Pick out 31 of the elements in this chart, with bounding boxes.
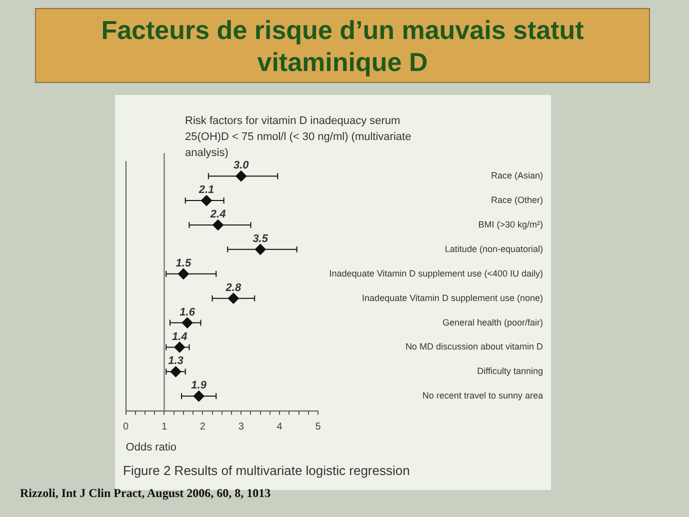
- data-label: 3.5: [252, 232, 269, 245]
- y-tick-label: Race (Other): [490, 195, 543, 206]
- y-tick-label: General health (poor/fair): [442, 317, 543, 328]
- x-tick-label: 1: [161, 422, 168, 433]
- x-tick-label: 3: [238, 422, 244, 433]
- data-label: 1.6: [180, 306, 196, 318]
- chart-subtitle: Risk factors for vitamin D inadequacy serum 25(OH)D < 75 nmol/l (< 30 ng/ml) (multivariate analysis): [185, 114, 412, 160]
- data-label: 3.0: [233, 160, 250, 172]
- y-tick-label: Difficulty tanning: [477, 366, 543, 376]
- y-tick-label: Inadequate Vitamin D supplement use (none): [362, 292, 543, 303]
- x-tick-label: 0: [123, 422, 129, 433]
- chart-title: Facteurs de risque d’un mauvais statut vitaminique D: [35, 8, 650, 83]
- data-label: 1.5: [176, 257, 192, 270]
- data-label: 1.3: [168, 355, 184, 368]
- y-tick-label: No recent travel to sunny area: [422, 390, 543, 401]
- y-tick-label: Inadequate Vitamin D supplement use (<400 IU daily): [329, 268, 543, 278]
- x-axis-title: Odds ratio: [126, 441, 177, 454]
- x-tick-label: 5: [315, 422, 322, 433]
- y-tick-label: Latitude (non-equatorial): [444, 244, 543, 254]
- data-label: 1.4: [172, 330, 188, 343]
- y-tick-label: BMI (>30 kg/m²): [478, 219, 543, 230]
- y-tick-label: No MD discussion about vitamin D: [405, 342, 544, 352]
- x-tick-label: 2: [200, 422, 206, 433]
- data-label: 2.8: [224, 282, 242, 294]
- text: Rizzoli, Int J Clin Pract, August 2006, 60, 8, 1013: [20, 486, 271, 501]
- x-tick-label: 4: [276, 422, 283, 433]
- y-tick-label: Race (Asian): [490, 170, 543, 181]
- caption: Figure 2 Results of multivariate logistic regression: [123, 463, 410, 478]
- data-label: 1.9: [191, 380, 208, 392]
- data-label: 2.1: [198, 184, 214, 196]
- data-label: 2.4: [209, 208, 226, 221]
